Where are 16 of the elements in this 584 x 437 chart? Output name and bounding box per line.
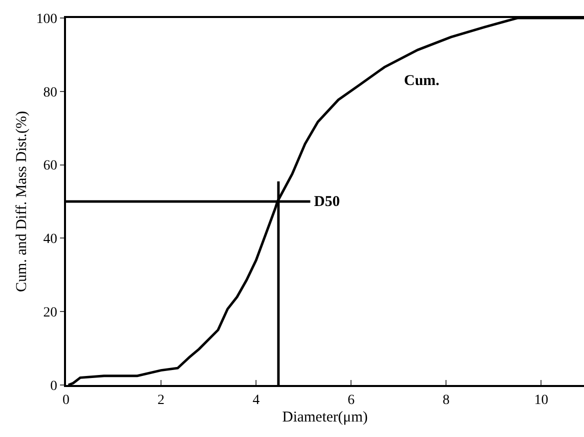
annotation: D50 [314, 194, 340, 210]
y-tick-label: 80 [43, 85, 58, 100]
x-axis-title: Diameter(μm) [282, 409, 368, 426]
x-tick-label: 6 [348, 392, 355, 408]
x-tick-label: 4 [252, 392, 260, 408]
y-tick-label: 40 [43, 232, 58, 248]
x-tick-label: 8 [442, 392, 450, 408]
y-axis-title: Cum. and Diff. Mass Dist.(%) [14, 111, 30, 292]
x-tick-label: 10 [534, 392, 548, 408]
x-tick-label: 0 [62, 392, 70, 408]
x-tick-label: 2 [158, 392, 165, 408]
y-tick-label: 20 [43, 306, 58, 320]
series-label: Cum. [404, 73, 440, 89]
y-tick-label: 100 [36, 12, 58, 27]
y-tick-label: 0 [50, 378, 58, 394]
y-tick-label: 60 [43, 158, 58, 174]
